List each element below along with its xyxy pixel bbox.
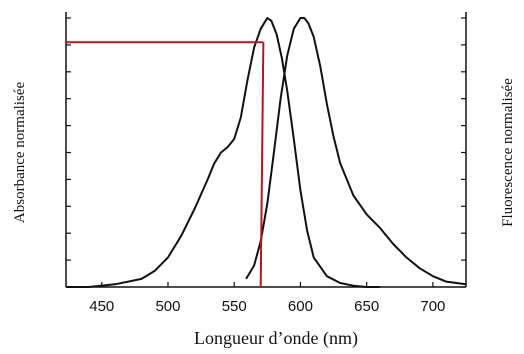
series-layer: [66, 17, 467, 288]
plot-frame: [65, 12, 467, 288]
fluorescence-curve: [245, 17, 467, 286]
left-y-ticks: [66, 17, 71, 288]
right-y-ticks: [461, 17, 466, 288]
annotation-layer: [66, 41, 265, 288]
left-y-axis-title: Absorbance normalisée: [12, 82, 28, 224]
x-tick-label: 650: [354, 298, 379, 315]
annotation-vertical-line: [259, 42, 265, 288]
x-tick-label: 550: [222, 298, 247, 315]
x-tick-label: 600: [288, 298, 313, 315]
x-ticks: 450 500 550 600 650 700: [89, 282, 445, 315]
x-axis-title: Longueur d’onde (nm): [194, 328, 358, 349]
x-tick-label: 700: [420, 298, 445, 315]
x-tick-label: 500: [155, 298, 180, 315]
absorbance-curve: [66, 17, 380, 288]
x-tick-label: 450: [89, 298, 114, 315]
right-y-axis-title: Fluorescence normalisée: [500, 78, 516, 227]
